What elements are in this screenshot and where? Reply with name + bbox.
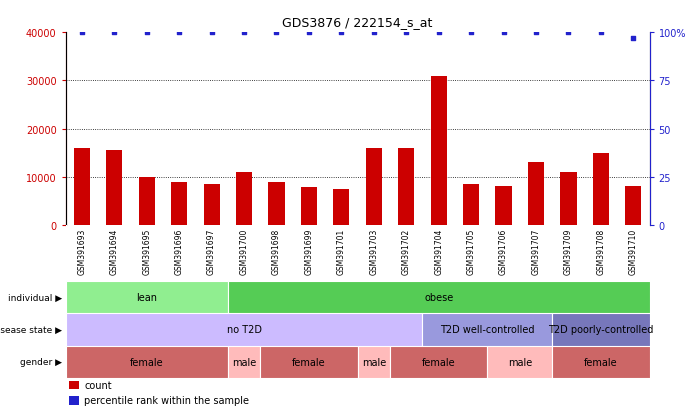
Text: GSM391705: GSM391705 xyxy=(466,228,475,275)
Text: GSM391701: GSM391701 xyxy=(337,228,346,274)
Point xyxy=(596,30,607,36)
Text: GSM391697: GSM391697 xyxy=(207,228,216,275)
Text: GSM391704: GSM391704 xyxy=(434,228,443,275)
Text: GSM391706: GSM391706 xyxy=(499,228,508,275)
Bar xyxy=(366,149,382,225)
Text: GSM391708: GSM391708 xyxy=(596,228,605,274)
Bar xyxy=(171,182,187,225)
Text: GSM391699: GSM391699 xyxy=(305,228,314,275)
Text: male: male xyxy=(232,357,256,367)
Text: female: female xyxy=(130,357,164,367)
Point xyxy=(368,30,379,36)
Text: T2D well-controlled: T2D well-controlled xyxy=(440,325,535,335)
Text: GSM391707: GSM391707 xyxy=(531,228,540,275)
Point xyxy=(433,30,444,36)
Point xyxy=(336,30,347,36)
Text: female: female xyxy=(422,357,455,367)
Text: GSM391700: GSM391700 xyxy=(240,228,249,275)
Point xyxy=(173,30,184,36)
Bar xyxy=(66,346,228,378)
Bar xyxy=(422,313,552,346)
Text: T2D poorly-controlled: T2D poorly-controlled xyxy=(548,325,654,335)
Text: percentile rank within the sample: percentile rank within the sample xyxy=(84,396,249,406)
Bar xyxy=(261,346,358,378)
Bar xyxy=(593,153,609,225)
Point xyxy=(141,30,152,36)
Bar xyxy=(228,346,261,378)
Text: GSM391709: GSM391709 xyxy=(564,228,573,275)
Bar xyxy=(463,185,480,225)
Bar xyxy=(66,281,228,313)
Text: GSM391710: GSM391710 xyxy=(629,228,638,274)
Bar xyxy=(236,173,252,225)
Bar xyxy=(528,163,544,225)
Text: obese: obese xyxy=(424,292,453,302)
Text: GSM391693: GSM391693 xyxy=(77,228,86,275)
Text: GSM391696: GSM391696 xyxy=(175,228,184,275)
Bar xyxy=(390,346,487,378)
Text: GSM391702: GSM391702 xyxy=(401,228,410,274)
Bar xyxy=(495,187,511,225)
Bar xyxy=(487,346,552,378)
Text: disease state ▶: disease state ▶ xyxy=(0,325,62,334)
Text: GSM391694: GSM391694 xyxy=(110,228,119,275)
Text: male: male xyxy=(361,357,386,367)
Text: count: count xyxy=(84,380,112,390)
Bar xyxy=(268,182,285,225)
Bar xyxy=(68,381,79,389)
Bar xyxy=(560,173,576,225)
Text: male: male xyxy=(508,357,532,367)
Point xyxy=(76,30,87,36)
Bar xyxy=(552,313,650,346)
Point xyxy=(498,30,509,36)
Point xyxy=(303,30,314,36)
Text: GSM391698: GSM391698 xyxy=(272,228,281,274)
Text: female: female xyxy=(584,357,618,367)
Point xyxy=(401,30,412,36)
Bar xyxy=(552,346,650,378)
Bar xyxy=(139,178,155,225)
Point xyxy=(628,36,639,42)
Bar xyxy=(358,346,390,378)
Text: no T2D: no T2D xyxy=(227,325,262,335)
Point xyxy=(206,30,217,36)
Bar xyxy=(228,281,650,313)
Point xyxy=(108,30,120,36)
Bar xyxy=(204,185,220,225)
Bar xyxy=(68,396,79,405)
Point xyxy=(531,30,542,36)
Bar xyxy=(106,151,122,225)
Text: GSM391703: GSM391703 xyxy=(369,228,378,275)
Bar xyxy=(333,190,350,225)
Text: female: female xyxy=(292,357,325,367)
Point xyxy=(563,30,574,36)
Bar xyxy=(625,187,641,225)
Bar xyxy=(74,149,90,225)
Point xyxy=(271,30,282,36)
Text: GSM391695: GSM391695 xyxy=(142,228,151,275)
Bar xyxy=(66,313,422,346)
Bar xyxy=(301,188,317,225)
Bar xyxy=(398,149,415,225)
Text: individual ▶: individual ▶ xyxy=(8,293,62,302)
Point xyxy=(466,30,477,36)
Title: GDS3876 / 222154_s_at: GDS3876 / 222154_s_at xyxy=(283,16,433,29)
Bar xyxy=(430,76,447,225)
Text: gender ▶: gender ▶ xyxy=(20,357,62,366)
Point xyxy=(238,30,249,36)
Text: lean: lean xyxy=(136,292,158,302)
